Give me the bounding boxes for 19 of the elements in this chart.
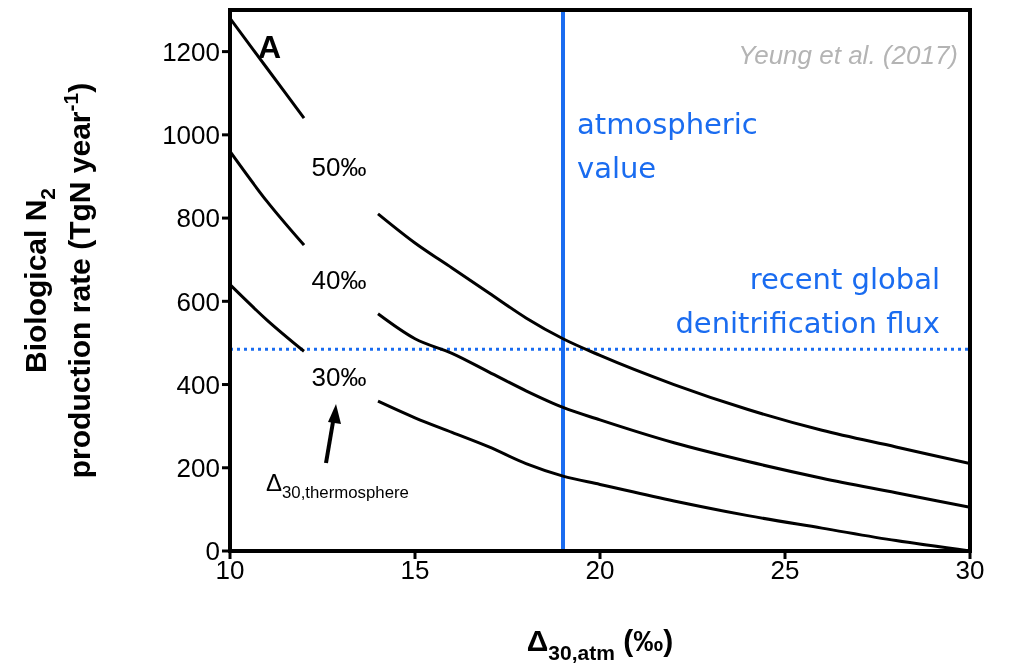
- y-tick-label: 200: [176, 453, 220, 483]
- ref-line-label: recent global denitrification flux: [674, 261, 940, 343]
- y-tick-label: 400: [176, 369, 220, 400]
- x-tick-label: 20: [585, 555, 615, 586]
- series-label: 50‰: [311, 152, 367, 183]
- annotation: Yeung et al. (2017): [738, 40, 958, 70]
- annotation: A: [258, 29, 282, 65]
- x-tick-label: 25: [770, 555, 800, 586]
- y-tick-label: 800: [176, 203, 220, 234]
- series-label: 30‰: [311, 362, 367, 393]
- y-tick-label: 600: [176, 286, 220, 317]
- y-tick-label: 1000: [162, 120, 220, 151]
- series-label: 40‰: [311, 265, 367, 296]
- x-tick-label: 15: [400, 555, 430, 586]
- x-tick-label: 30: [955, 555, 985, 586]
- annotation: Δ$_{30,thermosphere}$: [266, 469, 409, 503]
- x-axis-title: Δ$_{30,atm}$ (‰): [526, 624, 674, 664]
- ref-line-label: atmospheric value: [577, 106, 759, 187]
- y-tick-label: 1200: [162, 36, 220, 67]
